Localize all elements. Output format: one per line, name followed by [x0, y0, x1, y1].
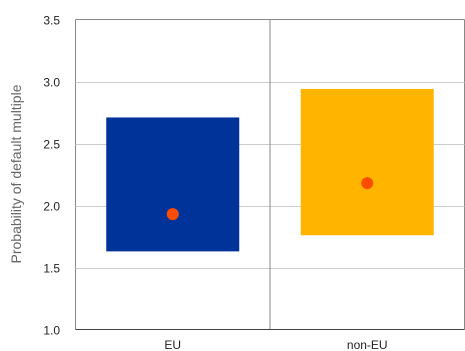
y-axis-title: Probability of default multiple: [8, 84, 24, 263]
box: [106, 117, 240, 252]
y-tick-labels: 1.0 1.5 2.0 2.5 3.0 3.5: [43, 14, 60, 338]
x-tick-labels: EU non-EU: [164, 338, 387, 351]
box: [300, 88, 434, 236]
y-tick-label: 2.5: [43, 138, 60, 152]
x-tick-label: non-EU: [347, 338, 388, 351]
y-tick-label: 1.5: [43, 262, 60, 276]
y-tick-label: 3.0: [43, 76, 60, 90]
x-tick-label: EU: [164, 338, 181, 351]
y-tick-label: 2.0: [43, 200, 60, 214]
y-tick-label: 3.5: [43, 14, 60, 28]
point-marker: [361, 177, 374, 190]
points: [166, 177, 374, 221]
point-marker: [166, 208, 179, 221]
y-tick-label: 1.0: [43, 324, 60, 338]
boxes: [106, 88, 434, 252]
